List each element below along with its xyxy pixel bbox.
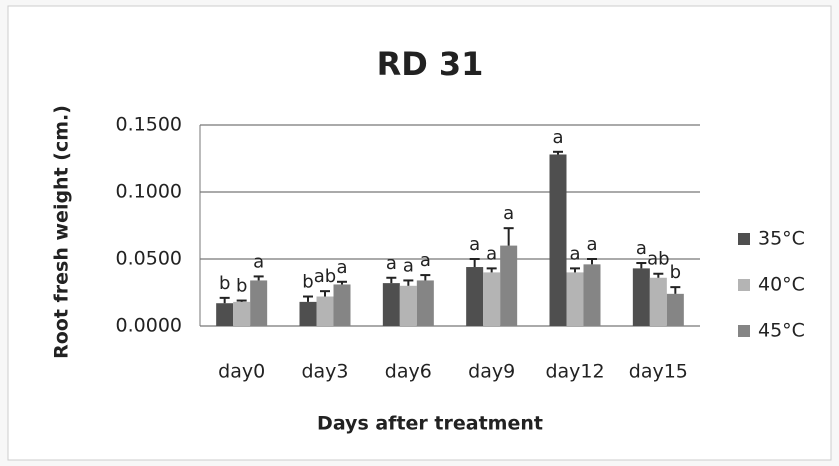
y-tick-label: 0.0000 bbox=[116, 315, 182, 337]
x-tick-label: day3 bbox=[301, 361, 348, 383]
bar bbox=[233, 301, 251, 326]
significance-letter: a bbox=[403, 255, 414, 276]
bar bbox=[666, 293, 684, 326]
legend-swatch bbox=[738, 233, 750, 245]
x-tick-label: day0 bbox=[218, 361, 265, 383]
bar bbox=[500, 245, 518, 326]
significance-letter: a bbox=[636, 238, 647, 259]
bar bbox=[416, 280, 434, 326]
bar bbox=[333, 284, 351, 326]
bar bbox=[250, 280, 268, 326]
significance-letter: a bbox=[253, 251, 264, 272]
significance-letter: a bbox=[420, 250, 431, 271]
legend-swatch bbox=[738, 279, 750, 291]
bar bbox=[566, 272, 584, 326]
significance-letter: a bbox=[469, 234, 480, 255]
bar bbox=[466, 267, 484, 326]
bar bbox=[583, 264, 601, 326]
significance-letter: ab bbox=[647, 249, 669, 270]
x-tick-label: day9 bbox=[468, 361, 515, 383]
legend-swatch bbox=[738, 325, 750, 337]
significance-letter: b bbox=[302, 272, 313, 293]
y-tick-label: 0.1000 bbox=[116, 181, 182, 203]
significance-letter: ab bbox=[314, 266, 336, 287]
bar bbox=[382, 283, 400, 326]
chart-frame bbox=[7, 5, 832, 461]
legend-label: 35°C bbox=[758, 228, 805, 250]
y-tick-label: 0.1500 bbox=[116, 114, 182, 136]
chart-title: RD 31 bbox=[377, 45, 484, 83]
significance-letter: b bbox=[236, 276, 247, 297]
legend-label: 40°C bbox=[758, 274, 805, 296]
significance-letter: a bbox=[552, 127, 563, 148]
significance-letter: a bbox=[486, 243, 497, 264]
x-tick-label: day12 bbox=[545, 361, 604, 383]
bar bbox=[299, 301, 317, 326]
x-tick-label: day15 bbox=[629, 361, 688, 383]
x-tick-label: day6 bbox=[385, 361, 432, 383]
legend-label: 45°C bbox=[758, 320, 805, 342]
bar bbox=[549, 154, 567, 326]
significance-letter: b bbox=[670, 262, 681, 283]
bar bbox=[649, 277, 667, 326]
bar bbox=[399, 285, 417, 326]
significance-letter: a bbox=[569, 243, 580, 264]
x-axis-label: Days after treatment bbox=[317, 413, 543, 435]
bar bbox=[216, 303, 234, 326]
bar bbox=[483, 272, 501, 326]
significance-letter: a bbox=[503, 203, 514, 224]
significance-letter: b bbox=[219, 273, 230, 294]
y-axis-label: Root fresh weight (cm.) bbox=[51, 105, 73, 359]
bar bbox=[316, 296, 334, 326]
bar bbox=[632, 268, 650, 326]
significance-letter: a bbox=[586, 234, 597, 255]
significance-letter: a bbox=[386, 253, 397, 274]
significance-letter: a bbox=[336, 257, 347, 278]
y-tick-label: 0.0500 bbox=[116, 248, 182, 270]
